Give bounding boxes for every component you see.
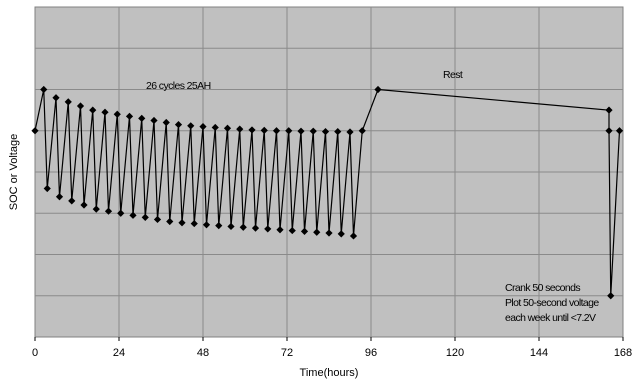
data-point-marker — [297, 127, 305, 135]
x-axis-title: Time(hours) — [300, 367, 359, 379]
series-markers — [31, 85, 624, 300]
data-point-marker — [325, 229, 333, 237]
x-axis-ticks: 0 24 48 72 96 120 144 168 — [32, 337, 632, 359]
data-point-marker — [374, 85, 382, 94]
data-point-marker — [605, 106, 613, 114]
data-point-marker — [187, 122, 195, 130]
data-point-marker — [199, 123, 207, 131]
data-point-marker — [125, 112, 134, 120]
annotation-crank-line3: each week until <7.2V — [505, 312, 596, 324]
data-point-marker — [80, 201, 88, 209]
data-point-marker — [309, 127, 317, 135]
data-point-marker — [202, 221, 211, 229]
data-point-marker — [40, 85, 48, 94]
x-tick-label: 96 — [365, 347, 377, 359]
annotation-crank-line1: Crank 50 seconds — [505, 282, 580, 294]
annotation-crank-line2: Plot 50-second voltage — [505, 297, 599, 309]
data-point-marker — [101, 108, 109, 116]
data-point-marker — [605, 127, 613, 135]
x-tick-label: 72 — [281, 347, 293, 359]
data-point-marker — [150, 116, 158, 125]
data-point-marker — [349, 232, 358, 240]
data-point-marker — [89, 106, 97, 114]
data-point-marker — [236, 125, 244, 133]
data-point-marker — [223, 124, 232, 132]
x-tick-label: 24 — [113, 347, 125, 359]
data-point-marker — [31, 127, 39, 135]
x-tick-label: 120 — [446, 347, 464, 359]
x-tick-label: 48 — [197, 347, 209, 359]
data-point-marker — [285, 127, 293, 135]
data-point-marker — [358, 127, 366, 135]
data-point-marker — [174, 120, 183, 129]
data-point-marker — [92, 205, 100, 213]
y-axis-title: SOC or Voltage — [8, 134, 20, 210]
data-point-marker — [272, 127, 281, 135]
data-point-marker — [346, 128, 354, 136]
data-point-marker — [178, 219, 186, 227]
data-point-marker — [68, 197, 76, 205]
data-point-marker — [334, 127, 342, 136]
data-point-marker — [129, 211, 137, 219]
data-point-marker — [64, 98, 72, 106]
data-point-marker — [211, 123, 219, 132]
data-point-marker — [141, 213, 149, 221]
data-point-marker — [615, 127, 624, 135]
data-point-marker — [260, 126, 268, 134]
data-point-marker — [321, 127, 330, 136]
data-point-marker — [55, 193, 64, 201]
data-point-marker — [215, 222, 223, 230]
data-point-marker — [162, 118, 170, 127]
x-tick-label: 168 — [614, 347, 632, 359]
data-point-marker — [52, 94, 60, 102]
annotation-cycles: 26 cycles 25AH — [146, 80, 211, 92]
data-point-marker — [166, 217, 174, 226]
data-point-marker — [248, 126, 256, 134]
data-point-marker — [313, 228, 321, 236]
data-point-marker — [104, 207, 113, 215]
data-point-marker — [276, 226, 284, 234]
data-point-marker — [138, 114, 146, 122]
x-tick-label: 0 — [32, 347, 38, 359]
data-point-marker — [190, 219, 198, 228]
data-point-marker — [227, 222, 235, 231]
annotation-rest: Rest — [443, 69, 463, 81]
data-point-marker — [113, 110, 121, 118]
data-point-marker — [337, 230, 345, 238]
x-tick-label: 144 — [530, 347, 548, 359]
data-point-marker — [251, 224, 260, 232]
data-point-marker — [43, 184, 51, 193]
data-point-marker — [288, 226, 296, 235]
data-point-marker — [607, 292, 615, 300]
data-point-marker — [264, 225, 272, 233]
data-point-marker — [239, 223, 247, 231]
data-point-marker — [117, 209, 125, 217]
data-point-marker — [76, 102, 85, 110]
data-point-marker — [153, 215, 162, 224]
data-point-marker — [300, 227, 309, 235]
